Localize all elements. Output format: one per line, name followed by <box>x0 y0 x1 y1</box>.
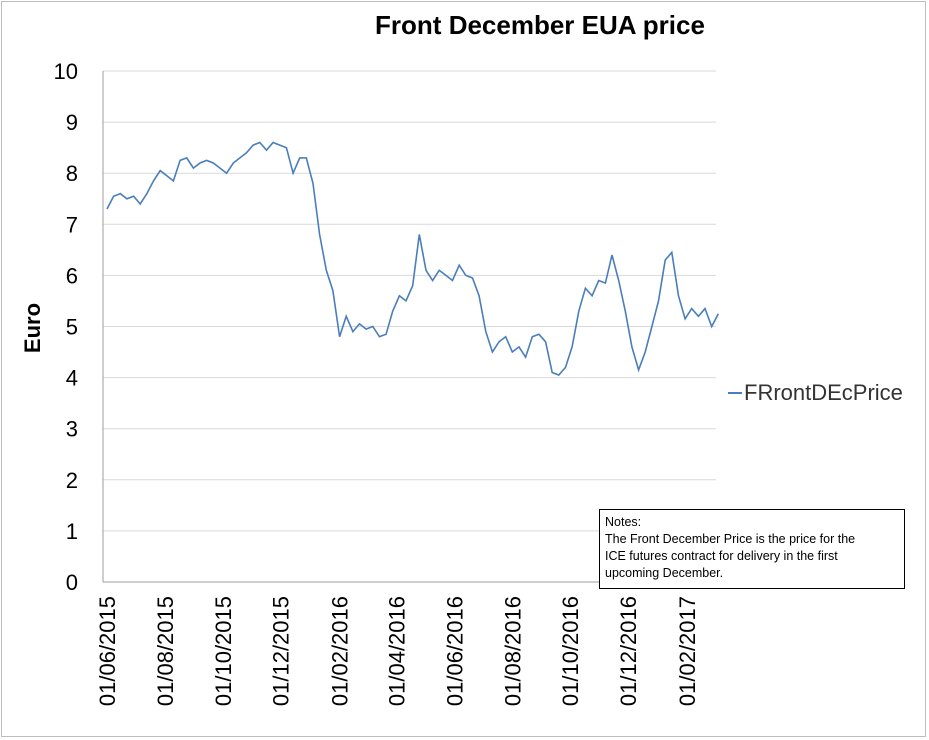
y-tick-label: 7 <box>66 212 78 237</box>
legend: FRrontDEcPrice <box>728 380 903 405</box>
x-tick-label: 01/10/2016 <box>558 596 583 706</box>
y-tick-label: 1 <box>66 519 78 544</box>
y-tick-label: 0 <box>66 570 78 595</box>
y-tick-label: 8 <box>66 161 78 186</box>
chart-title: Front December EUA price <box>375 10 705 40</box>
x-tick-label: 01/04/2016 <box>385 596 410 706</box>
notes-line-2: ICE futures contract for delivery in the… <box>605 549 838 563</box>
x-tick-label: 01/10/2015 <box>211 596 236 706</box>
y-tick-label: 9 <box>66 110 78 135</box>
y-tick-label: 5 <box>66 315 78 340</box>
legend-label: FRrontDEcPrice <box>744 380 903 405</box>
notes-box: Notes: The Front December Price is the p… <box>599 509 905 589</box>
x-tick-label: 01/06/2015 <box>95 596 120 706</box>
y-axis-ticks: 0 1 2 3 4 5 6 7 8 9 10 <box>54 59 78 595</box>
x-tick-label: 01/08/2015 <box>153 596 178 706</box>
y-axis-label: Euro <box>20 303 45 353</box>
notes-line-1: The Front December Price is the price fo… <box>605 532 856 546</box>
series-line-frontdecprice <box>106 141 720 376</box>
x-tick-label: 01/08/2016 <box>500 596 525 706</box>
x-tick-label: 01/12/2015 <box>269 596 294 706</box>
notes-line-3: upcoming December. <box>605 566 724 580</box>
x-tick-label: 01/06/2016 <box>442 596 467 706</box>
notes-heading: Notes: <box>605 515 642 529</box>
y-tick-label: 2 <box>66 468 78 493</box>
x-tick-label: 01/02/2017 <box>675 596 700 706</box>
y-tick-label: 6 <box>66 263 78 288</box>
y-tick-label: 3 <box>66 417 78 442</box>
gridlines <box>102 70 716 583</box>
y-tick-label: 10 <box>54 59 78 84</box>
y-tick-label: 4 <box>66 366 78 391</box>
x-tick-label: 01/02/2016 <box>328 596 353 706</box>
x-axis-ticks: 01/06/2015 01/08/2015 01/10/2015 01/12/2015… <box>95 596 700 706</box>
x-tick-label: 01/12/2016 <box>616 596 641 706</box>
